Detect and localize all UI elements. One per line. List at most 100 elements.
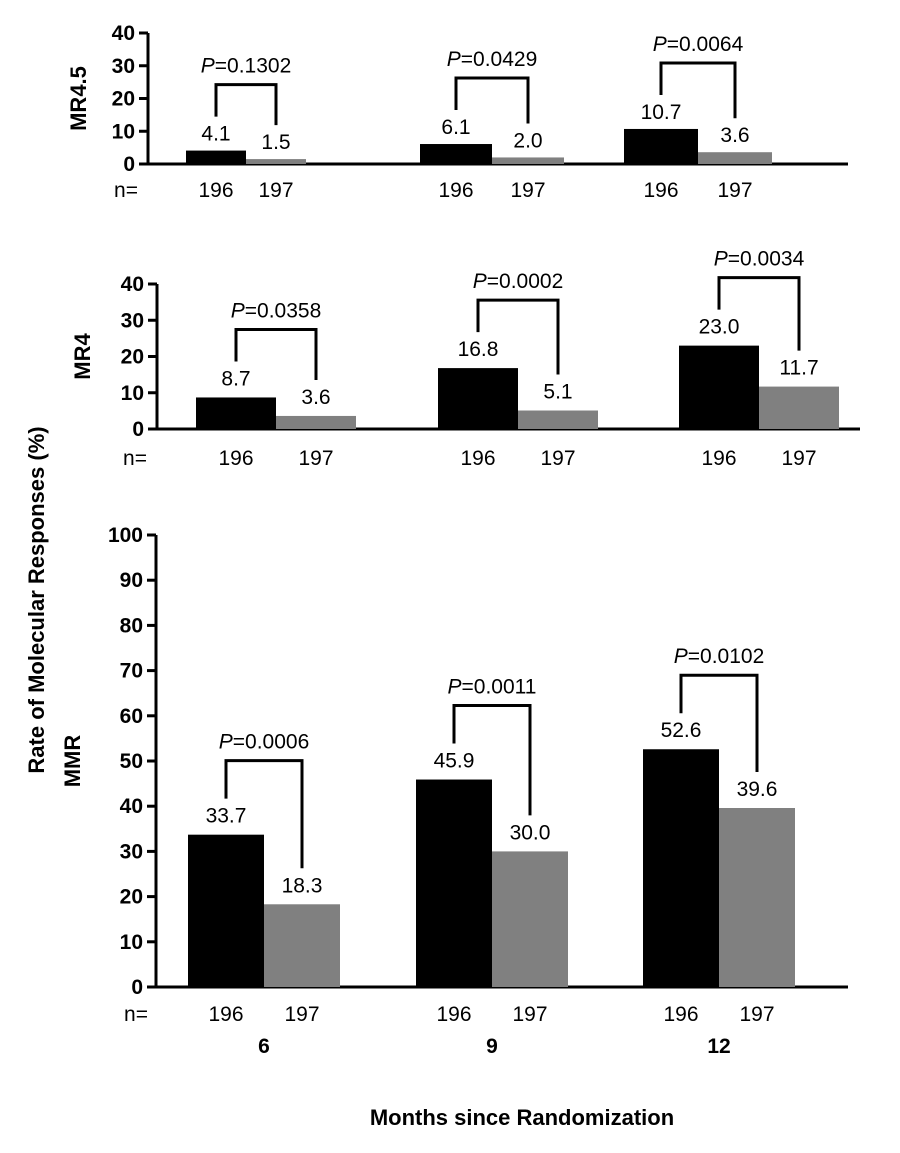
n-value-label: 197	[540, 447, 575, 470]
n-value-label: 196	[701, 447, 736, 470]
bar-arm1	[643, 749, 719, 987]
bar-value-label: 52.6	[661, 719, 702, 742]
bar-arm2	[698, 152, 772, 164]
bar-arm2	[264, 904, 340, 987]
p-value-label: P=0.0429	[447, 48, 538, 71]
y-tick-label: 70	[120, 660, 143, 683]
n-label: n=	[124, 1003, 148, 1026]
p-number: =0.0002	[487, 270, 564, 293]
n-value-label: 197	[781, 447, 816, 470]
y-tick-label: 30	[120, 840, 143, 863]
bar-arm2	[246, 159, 306, 164]
panel-y-label: MR4	[70, 333, 95, 380]
n-value-label: 197	[284, 1003, 319, 1026]
bar-arm1	[186, 150, 246, 164]
n-value-label: 196	[663, 1003, 698, 1026]
bar-value-label: 10.7	[641, 101, 682, 124]
y-axis-title: Rate of Molecular Responses (%)	[24, 426, 49, 773]
significance-bracket	[476, 298, 560, 375]
bar-arm1	[624, 128, 698, 164]
bar-arm2	[759, 386, 839, 429]
y-tick-label: 30	[121, 309, 144, 332]
bar-value-label: 23.0	[699, 316, 740, 339]
bar-value-label: 3.6	[301, 386, 330, 409]
p-value-label: P=0.0006	[219, 731, 310, 754]
y-tick-label: 80	[120, 614, 143, 637]
y-tick-label: 40	[112, 22, 135, 45]
p-symbol: P	[714, 248, 728, 271]
p-symbol: P	[473, 270, 487, 293]
p-number: =0.0358	[245, 299, 322, 322]
y-tick-label: 20	[120, 886, 143, 909]
bar-value-label: 4.1	[201, 123, 230, 146]
p-number: =0.0034	[728, 248, 805, 271]
n-label: n=	[114, 179, 138, 202]
y-tick-label: 0	[131, 976, 143, 999]
x-axis-title: Months since Randomization	[370, 1105, 674, 1130]
bar-value-label: 39.6	[737, 778, 778, 801]
significance-bracket	[679, 673, 759, 773]
bar-value-label: 6.1	[441, 116, 470, 139]
p-value-label: P=0.0358	[231, 299, 322, 322]
p-value-label: P=0.0002	[473, 270, 564, 293]
p-number: =0.0006	[233, 731, 310, 754]
p-symbol: P	[201, 55, 215, 78]
bar-arm2	[719, 808, 795, 987]
bar-value-label: 45.9	[434, 750, 475, 773]
bar-value-label: 33.7	[206, 805, 247, 828]
y-tick-label: 40	[120, 795, 143, 818]
p-value-label: P=0.0034	[714, 248, 805, 271]
y-tick-label: 50	[120, 750, 143, 773]
bar-value-label: 18.3	[282, 874, 323, 897]
p-number: =0.0429	[461, 48, 538, 71]
n-value-label: 197	[510, 179, 545, 202]
y-tick-label: 10	[120, 931, 143, 954]
p-number: =0.0011	[462, 676, 537, 699]
n-value-label: 196	[198, 179, 233, 202]
y-tick-label: 10	[121, 382, 144, 405]
p-symbol: P	[653, 33, 667, 56]
y-tick-label: 20	[121, 346, 144, 369]
month-category-label: 12	[707, 1035, 730, 1058]
significance-bracket	[659, 61, 737, 119]
n-value-label: 197	[298, 447, 333, 470]
bar-arm2	[518, 410, 598, 429]
bar-value-label: 3.6	[720, 124, 749, 147]
p-number: =0.1302	[215, 55, 292, 78]
y-tick-label: 30	[112, 55, 135, 78]
bar-arm1	[416, 779, 492, 987]
bar-arm1	[679, 345, 759, 429]
y-tick-label: 0	[132, 418, 144, 441]
n-value-label: 197	[739, 1003, 774, 1026]
p-symbol: P	[231, 299, 245, 322]
y-tick-label: 20	[112, 88, 135, 111]
bar-value-label: 16.8	[458, 338, 499, 361]
bar-value-label: 11.7	[779, 357, 818, 380]
n-value-label: 196	[643, 179, 678, 202]
significance-bracket	[454, 76, 530, 124]
n-value-label: 196	[218, 447, 253, 470]
bar-arm2	[492, 157, 564, 164]
panel-y-label: MR4.5	[66, 66, 91, 131]
significance-bracket	[214, 83, 278, 126]
p-value-label: P=0.0011	[448, 676, 537, 699]
month-category-label: 6	[258, 1035, 270, 1058]
n-value-label: 196	[436, 1003, 471, 1026]
bar-value-label: 30.0	[510, 821, 551, 844]
significance-bracket	[234, 327, 318, 380]
n-value-label: 196	[438, 179, 473, 202]
p-number: =0.0064	[667, 33, 744, 56]
p-number: =0.0102	[688, 645, 765, 668]
n-value-label: 197	[717, 179, 752, 202]
y-tick-label: 10	[112, 120, 135, 143]
panel-y-label: MMR	[60, 735, 85, 788]
significance-bracket	[452, 704, 532, 816]
bar-value-label: 2.0	[513, 129, 542, 152]
y-tick-label: 60	[120, 705, 143, 728]
bar-arm1	[420, 144, 492, 164]
bar-value-label: 5.1	[543, 381, 572, 404]
bar-value-label: 1.5	[261, 131, 290, 154]
p-value-label: P=0.0102	[674, 645, 765, 668]
